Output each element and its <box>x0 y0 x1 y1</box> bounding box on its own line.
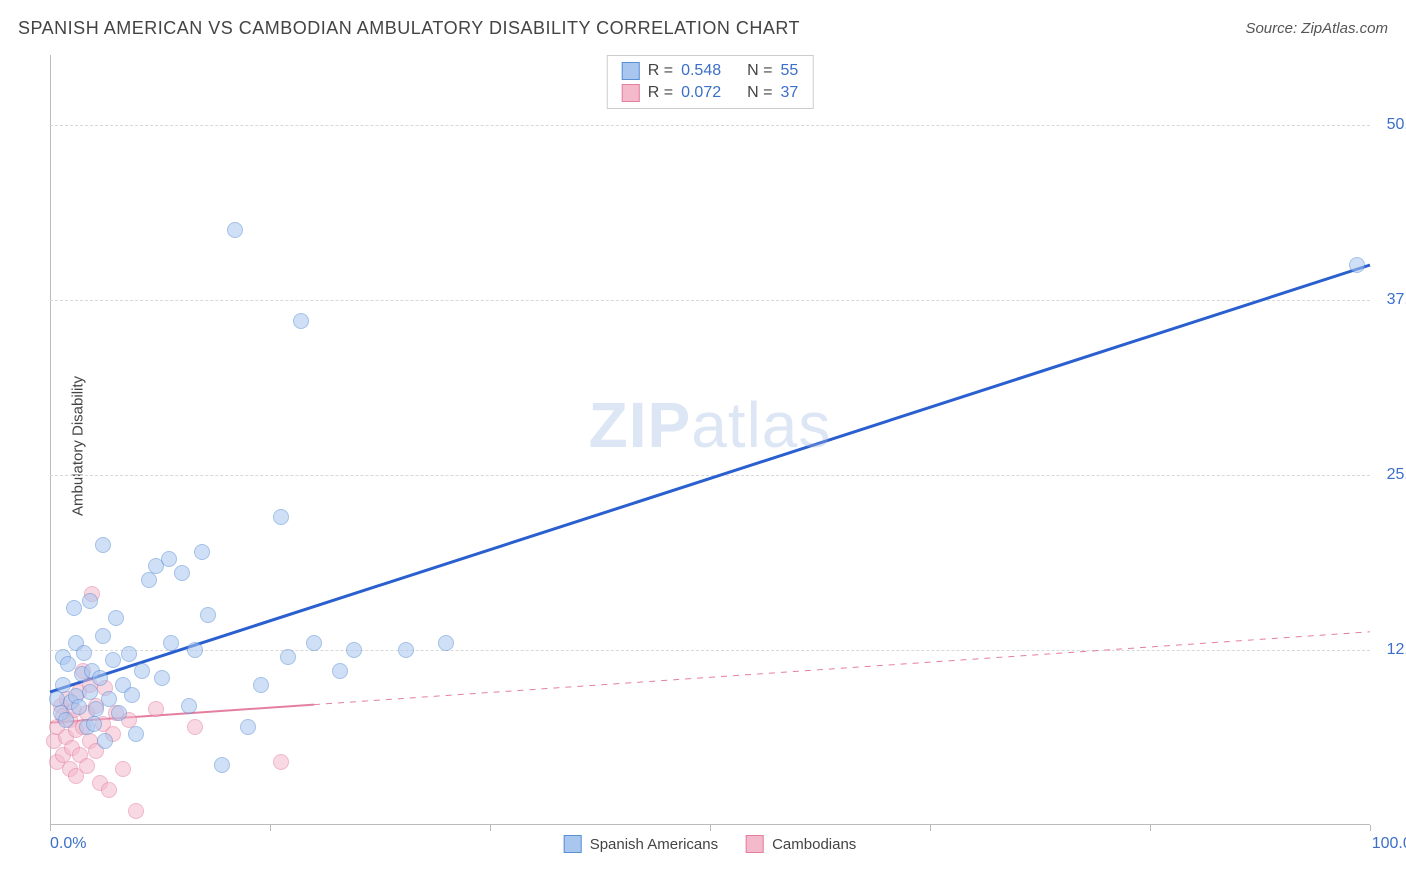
data-point <box>97 733 113 749</box>
data-point <box>55 677 71 693</box>
data-point <box>332 663 348 679</box>
x-tick <box>710 825 711 831</box>
data-point <box>71 699 87 715</box>
x-tick <box>270 825 271 831</box>
data-point <box>92 670 108 686</box>
data-point <box>95 537 111 553</box>
y-tick-label: 25.0% <box>1387 466 1406 484</box>
data-point <box>124 687 140 703</box>
data-point <box>101 782 117 798</box>
x-tick <box>490 825 491 831</box>
data-point <box>134 663 150 679</box>
legend-n-label: N = <box>747 62 772 80</box>
chart-source: Source: ZipAtlas.com <box>1245 20 1388 37</box>
plot-area: ZIPatlas R =0.548N =55R =0.072N =37 0.0%… <box>50 55 1370 825</box>
data-point <box>86 716 102 732</box>
y-tick-label: 50.0% <box>1387 116 1406 134</box>
legend-stat-row: R = 0.072 N = 37 <box>622 82 799 104</box>
data-point <box>187 719 203 735</box>
legend-n-value: 37 <box>780 84 798 102</box>
legend-series-label: Cambodians <box>772 836 856 853</box>
legend-swatch <box>622 84 640 102</box>
y-tick-label: 12.5% <box>1387 641 1406 659</box>
data-point <box>174 565 190 581</box>
data-point <box>76 645 92 661</box>
chart-header: SPANISH AMERICAN VS CAMBODIAN AMBULATORY… <box>18 18 1388 39</box>
legend-series-item: Spanish Americans <box>564 835 718 853</box>
x-tick <box>50 825 51 831</box>
data-point <box>82 593 98 609</box>
trend-line-dashed <box>314 632 1370 705</box>
legend-swatch <box>622 62 640 80</box>
legend-r-label: R = <box>648 62 673 80</box>
x-tick <box>930 825 931 831</box>
trend-layer <box>50 55 1370 825</box>
legend-series-item: Cambodians <box>746 835 856 853</box>
legend-r-label: R = <box>648 84 673 102</box>
data-point <box>273 754 289 770</box>
data-point <box>128 803 144 819</box>
data-point <box>128 726 144 742</box>
x-tick <box>1150 825 1151 831</box>
data-point <box>105 652 121 668</box>
data-point <box>187 642 203 658</box>
data-point <box>111 705 127 721</box>
data-point <box>141 572 157 588</box>
legend-swatch <box>746 835 764 853</box>
data-point <box>214 757 230 773</box>
data-point <box>1349 257 1365 273</box>
legend-series: Spanish Americans Cambodians <box>564 835 857 853</box>
data-point <box>227 222 243 238</box>
data-point <box>154 670 170 686</box>
data-point <box>181 698 197 714</box>
chart-title: SPANISH AMERICAN VS CAMBODIAN AMBULATORY… <box>18 18 800 39</box>
legend-swatch <box>564 835 582 853</box>
data-point <box>273 509 289 525</box>
data-point <box>240 719 256 735</box>
data-point <box>293 313 309 329</box>
x-max-label: 100.0% <box>1372 835 1406 853</box>
data-point <box>161 551 177 567</box>
data-point <box>148 701 164 717</box>
data-point <box>108 610 124 626</box>
data-point <box>346 642 362 658</box>
legend-stats: R = 0.548 N = 55 R = 0.072 N = 37 <box>607 55 814 109</box>
data-point <box>95 628 111 644</box>
data-point <box>398 642 414 658</box>
data-point <box>82 684 98 700</box>
data-point <box>66 600 82 616</box>
legend-n-value: 55 <box>780 62 798 80</box>
trend-line <box>50 265 1370 692</box>
legend-stat-row: R = 0.548 N = 55 <box>622 60 799 82</box>
data-point <box>280 649 296 665</box>
legend-series-label: Spanish Americans <box>590 836 718 853</box>
data-point <box>438 635 454 651</box>
data-point <box>121 646 137 662</box>
x-min-label: 0.0% <box>50 835 86 853</box>
data-point <box>253 677 269 693</box>
data-point <box>58 712 74 728</box>
legend-n-label: N = <box>747 84 772 102</box>
data-point <box>79 758 95 774</box>
data-point <box>194 544 210 560</box>
legend-r-value: 0.548 <box>681 62 721 80</box>
legend-r-value: 0.072 <box>681 84 721 102</box>
data-point <box>306 635 322 651</box>
data-point <box>115 761 131 777</box>
y-tick-label: 37.5% <box>1387 291 1406 309</box>
x-tick <box>1370 825 1371 831</box>
data-point <box>163 635 179 651</box>
data-point <box>200 607 216 623</box>
